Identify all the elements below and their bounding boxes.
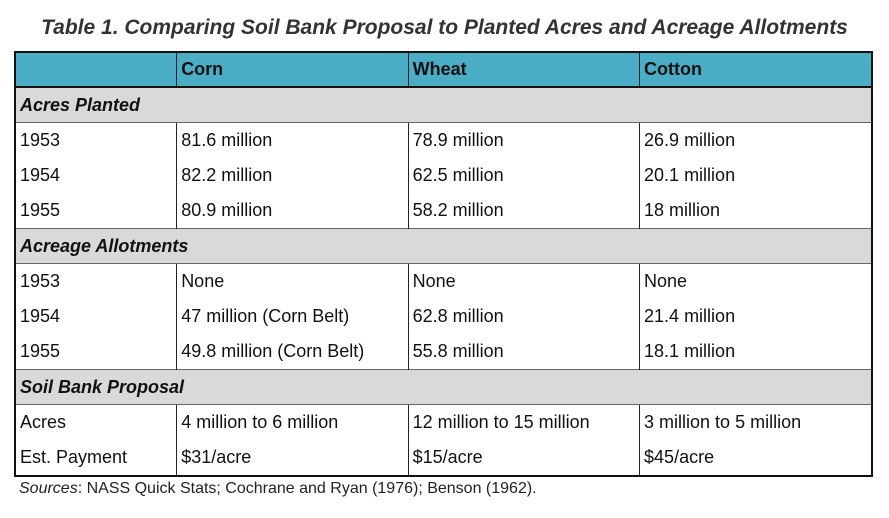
section-row: Soil Bank Proposal: [15, 369, 872, 405]
table-row: 1953 81.6 million 78.9 million 26.9 million: [15, 122, 872, 158]
header-cell-corn: Corn: [176, 52, 409, 88]
table-cell: 47 million (Corn Belt): [176, 299, 409, 334]
table-cell: 21.4 million: [639, 299, 872, 334]
comparison-table: Corn Wheat Cotton Acres Planted 1953 81.6 …: [14, 51, 873, 477]
header-cell: [15, 52, 177, 88]
table-cell: $15/acre: [407, 440, 640, 476]
table-cell: 1953: [20, 130, 61, 150]
table-cell: 62.5 million: [407, 158, 640, 193]
table-cell: $45/acre: [639, 440, 872, 476]
table-cell: 1953: [20, 271, 61, 291]
table-row: Est. Payment $31/acre $15/acre $45/acre: [15, 440, 872, 476]
table-cell: 26.9 million: [639, 122, 872, 158]
table-cell: 1955: [20, 200, 61, 220]
table-cell: 82.2 million: [176, 158, 409, 193]
table-cell: Est. Payment: [20, 447, 128, 467]
table-row: 1955 49.8 million (Corn Belt) 55.8 million…: [15, 334, 872, 370]
table-cell: Acres: [20, 412, 67, 432]
section-label: Acreage Allotments: [15, 228, 872, 264]
table-cell: 20.1 million: [639, 158, 872, 193]
table-cell: 12 million to 15 million: [407, 404, 640, 440]
table-row: 1953 None None None: [15, 263, 872, 299]
section-row: Acres Planted: [15, 86, 872, 123]
table-row: 1954 47 million (Corn Belt) 62.8 million 21…: [15, 299, 872, 334]
table-cell: 18.1 million: [639, 334, 872, 370]
sources-note: Sources: NASS Quick Stats; Cochrane and …: [19, 480, 537, 498]
header-cell-wheat: Wheat: [407, 52, 640, 88]
table-cell: 3 million to 5 million: [639, 404, 872, 440]
table-cell: None: [639, 263, 872, 299]
table-cell: 55.8 million: [407, 334, 640, 370]
table-cell: 18 million: [639, 193, 872, 229]
table-cell: 78.9 million: [407, 122, 640, 158]
table-cell: 1954: [20, 306, 61, 326]
sources-label: Sources: [19, 480, 78, 497]
table-body: Acres Planted 1953 81.6 million 78.9 millio…: [15, 86, 872, 476]
table-cell: 80.9 million: [176, 193, 409, 229]
table-cell: None: [176, 263, 409, 299]
table-cell: 81.6 million: [176, 122, 409, 158]
section-label: Soil Bank Proposal: [15, 369, 872, 405]
header-cell-cotton: Cotton: [639, 52, 872, 88]
table-cell: None: [407, 263, 640, 299]
table-cell: 4 million to 6 million: [176, 404, 409, 440]
table-row: Acres 4 million to 6 million 12 million to…: [15, 404, 872, 440]
table-row: 1955 80.9 million 58.2 million 18 million: [15, 193, 872, 229]
table-title: Table 1. Comparing Soil Bank Proposal to…: [41, 16, 848, 39]
table-cell: 1955: [20, 341, 61, 361]
sources-text: : NASS Quick Stats; Cochrane and Ryan (1…: [77, 480, 537, 497]
table-cell: 62.8 million: [407, 299, 640, 334]
table-cell: $31/acre: [176, 440, 409, 476]
header-row: Corn Wheat Cotton: [15, 52, 872, 88]
table-cell: 58.2 million: [407, 193, 640, 229]
section-row: Acreage Allotments: [15, 228, 872, 264]
section-label: Acres Planted: [15, 86, 872, 123]
table-cell: 1954: [20, 165, 61, 185]
table-cell: 49.8 million (Corn Belt): [176, 334, 409, 370]
table-row: 1954 82.2 million 62.5 million 20.1 million: [15, 158, 872, 193]
